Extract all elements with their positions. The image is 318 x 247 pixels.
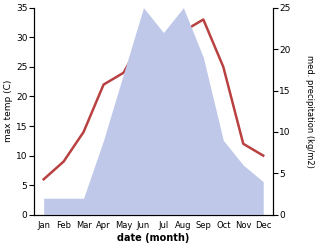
Y-axis label: med. precipitation (kg/m2): med. precipitation (kg/m2) xyxy=(305,55,314,168)
Y-axis label: max temp (C): max temp (C) xyxy=(4,80,13,143)
X-axis label: date (month): date (month) xyxy=(117,233,190,243)
